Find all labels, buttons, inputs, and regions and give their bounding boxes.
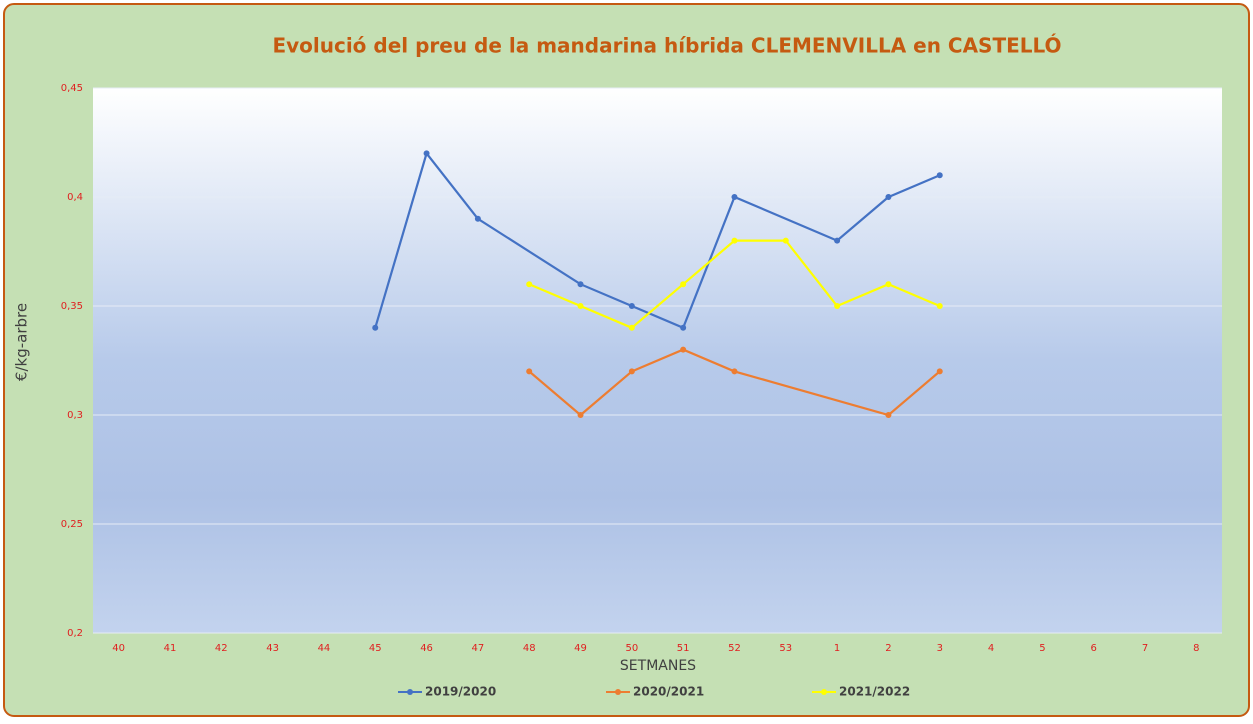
legend-label: 2019/2020 [425,685,496,699]
x-tick-label: 40 [112,643,125,654]
x-tick-label: 46 [420,643,433,654]
x-tick-label: 7 [1142,643,1148,654]
legend-marker [615,689,621,695]
x-tick-label: 51 [677,643,690,654]
data-point [731,194,738,200]
data-point [577,412,584,418]
data-point [628,324,635,331]
x-axis-label: SETMANES [620,658,696,674]
series-line [374,151,941,330]
y-tick-label: 0,4 [67,192,83,203]
data-point [936,303,943,309]
x-tick-label: 5 [1039,643,1045,654]
x-tick-label: 8 [1193,643,1199,654]
data-point [628,368,635,375]
x-tick-label: 3 [937,643,943,654]
x-tick-label: 48 [523,643,536,654]
y-tick-label: 0,25 [61,519,83,530]
x-tick-label: 4 [988,643,994,654]
y-tick-label: 0,2 [67,628,83,639]
data-point [834,237,841,244]
data-point [577,303,584,309]
data-point [731,237,738,244]
x-tick-label: 43 [266,643,279,654]
data-point [680,281,687,288]
legend-marker [821,689,827,695]
data-point [680,346,687,353]
data-point [834,303,841,309]
data-point [885,412,892,418]
x-tick-label: 41 [164,643,177,654]
x-tick-label: 6 [1091,643,1097,654]
data-point [936,172,943,179]
data-point [526,281,533,288]
data-point [680,324,687,331]
data-point [628,303,635,309]
legend-label: 2020/2021 [633,685,704,699]
y-tick-label: 0,35 [61,301,83,312]
data-point [936,368,943,375]
chart-title: Evolució del preu de la mandarina híbrid… [272,34,1061,58]
data-point [526,368,533,375]
x-tick-label: 49 [574,643,587,654]
y-axis-label: €/kg-arbre [13,303,31,381]
data-point [372,324,379,331]
y-tick-label: 0,45 [61,83,83,94]
x-tick-label: 44 [318,643,331,654]
x-tick-label: 52 [728,643,741,654]
y-tick-label: 0,3 [67,410,83,421]
data-point [885,281,892,288]
data-point [474,215,481,222]
data-point [423,150,430,157]
data-point [577,281,584,288]
legend-marker [407,689,413,695]
x-tick-label: 1 [834,643,840,654]
x-tick-label: 2 [885,643,891,654]
data-point [782,237,789,244]
x-tick-label: 47 [472,643,485,654]
data-point [885,194,892,200]
x-tick-label: 50 [625,643,638,654]
x-tick-label: 53 [779,643,792,654]
x-tick-label: 42 [215,643,228,654]
legend-label: 2021/2022 [839,685,910,699]
data-point [731,368,738,375]
x-tick-label: 45 [369,643,382,654]
